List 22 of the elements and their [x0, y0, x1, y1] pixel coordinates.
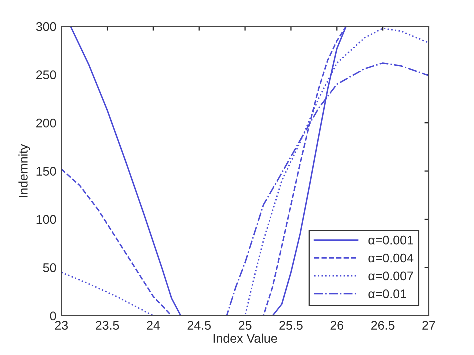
y-tick-label: 300 — [36, 22, 56, 32]
legend-label: α=0.001 — [368, 236, 414, 245]
x-axis-title: Index Value — [214, 334, 278, 344]
legend-label: α=0.01 — [368, 290, 406, 298]
x-tick-label: 24.5 — [188, 321, 212, 330]
x-tick-label: 23.5 — [96, 321, 120, 330]
y-tick-label: 100 — [36, 215, 56, 224]
x-tick-label: 26.5 — [372, 321, 395, 330]
x-tick-label: 24 — [147, 321, 160, 330]
x-tick-label: 27 — [422, 321, 436, 330]
y-tick-label: 50 — [43, 264, 56, 272]
x-tick-label: 25.5 — [280, 321, 303, 330]
y-tick-label: 150 — [36, 167, 56, 176]
x-tick-label: 26 — [330, 321, 344, 330]
legend-label: α=0.007 — [368, 272, 414, 281]
x-tick-label: 23 — [55, 321, 68, 330]
y-tick-label: 0 — [50, 312, 56, 321]
legend-label: α=0.004 — [368, 254, 414, 263]
y-axis-title: Indemnity — [18, 144, 30, 198]
x-tick-label: 25 — [238, 321, 252, 330]
y-tick-label: 200 — [36, 118, 56, 128]
y-tick-label: 250 — [36, 70, 56, 80]
